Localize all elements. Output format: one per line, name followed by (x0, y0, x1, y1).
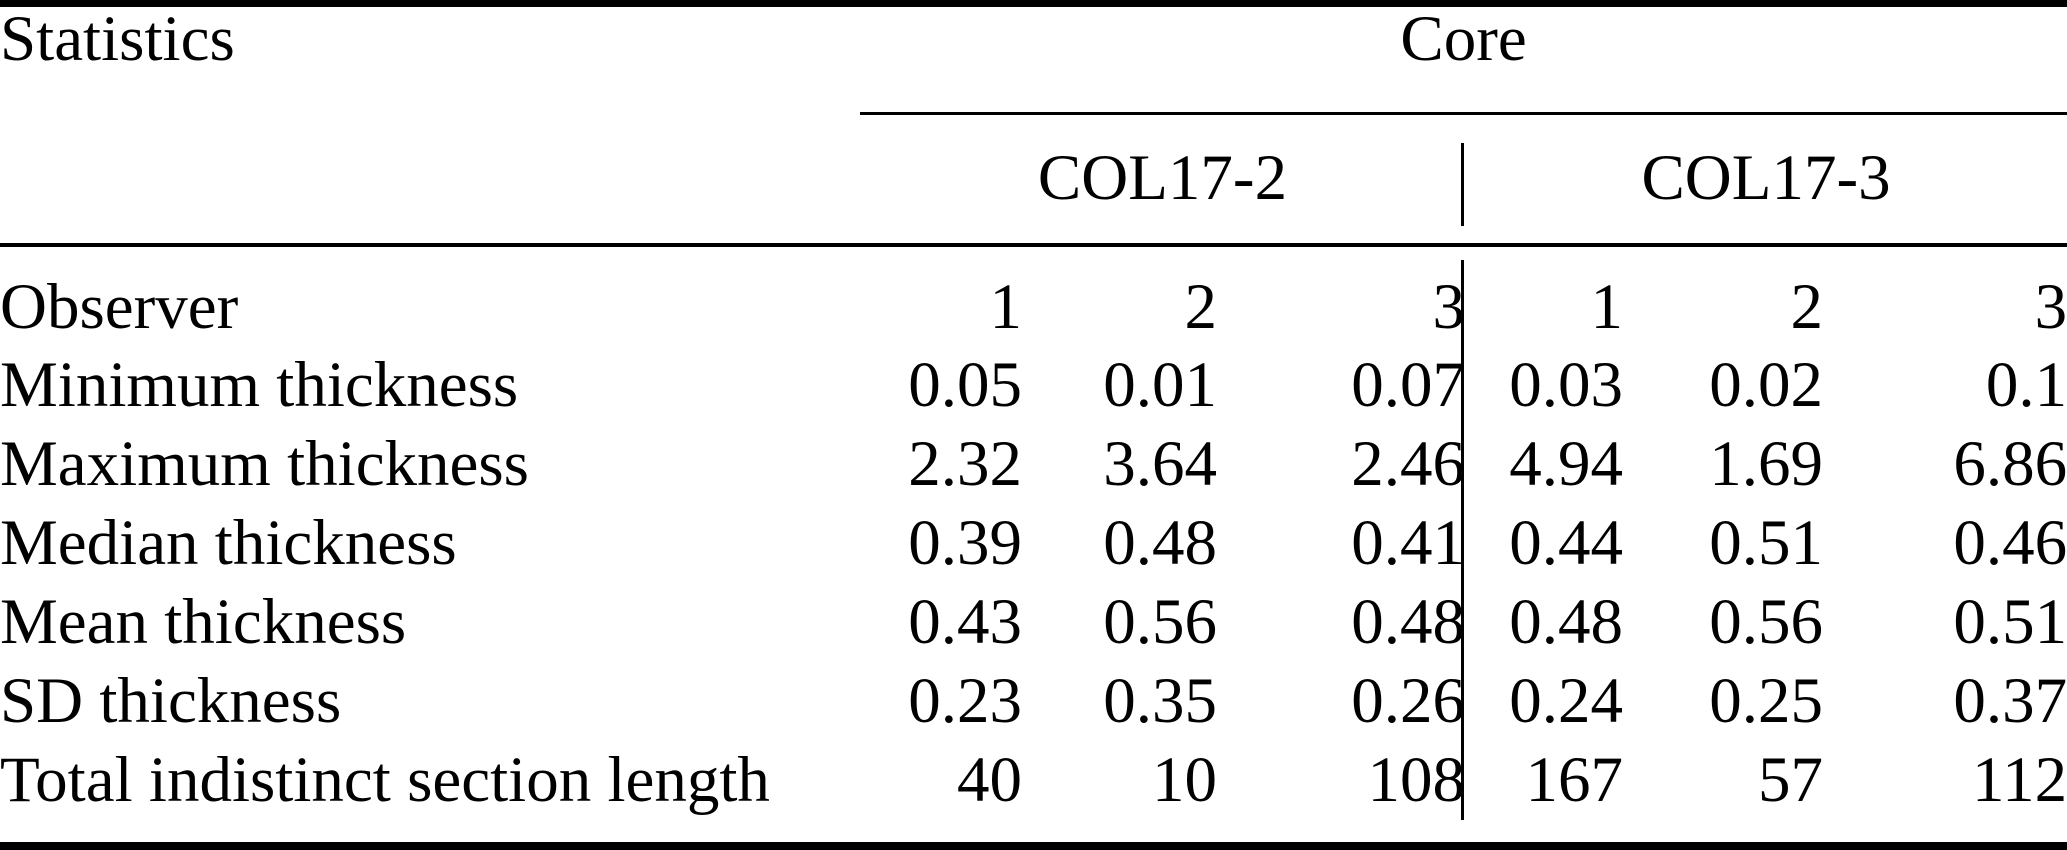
value-cell: 1.69 (1709, 428, 1823, 500)
value-cell: 0.03 (1509, 349, 1623, 421)
value-cell: 2.32 (908, 428, 1022, 500)
value-cell: 0.46 (1953, 507, 2067, 579)
value-cell: 1 (1590, 271, 1624, 343)
core-statistics-table: Statistics Core COL17-2 COL17-3 Observer… (0, 7, 2067, 820)
value-cell: 112 (1971, 744, 2067, 816)
value-cell: 0.25 (1709, 665, 1823, 737)
table-row: Maximum thickness 2.32 3.64 2.46 4.94 1.… (0, 425, 2067, 504)
table-row: SD thickness 0.23 0.35 0.26 0.24 0.25 0.… (0, 662, 2067, 741)
value-cell: 0.02 (1709, 349, 1823, 421)
value-cell: 4.94 (1509, 428, 1623, 500)
value-cell: 0.05 (908, 349, 1022, 421)
value-cell: 3.64 (1103, 428, 1217, 500)
row-label: Mean thickness (0, 586, 407, 658)
value-cell: 1 (989, 271, 1023, 343)
table-row: Observer 1 2 3 1 2 3 (0, 245, 2067, 346)
row-label: SD thickness (0, 665, 342, 737)
row-label: Minimum thickness (0, 349, 519, 421)
value-cell: 10 (1152, 744, 1217, 816)
value-cell: 2 (1184, 271, 1218, 343)
value-cell: 0.48 (1509, 586, 1623, 658)
value-cell: 0.07 (1351, 349, 1465, 421)
value-cell: 0.43 (908, 586, 1022, 658)
value-cell: 0.56 (1709, 586, 1823, 658)
value-cell: 2.46 (1351, 428, 1465, 500)
value-cell: 0.1 (1985, 349, 2067, 421)
value-cell: 0.39 (908, 507, 1022, 579)
value-cell: 6.86 (1953, 428, 2067, 500)
value-cell: 3 (2034, 271, 2067, 343)
value-cell: 0.51 (1953, 586, 2067, 658)
table-row: Minimum thickness 0.05 0.01 0.07 0.03 0.… (0, 346, 2067, 425)
value-cell: 2 (1790, 271, 1824, 343)
value-cell: 167 (1525, 744, 1624, 816)
value-cell: 40 (957, 744, 1022, 816)
header-column-divider-rule (1461, 143, 1464, 226)
value-cell: 0.44 (1509, 507, 1623, 579)
subgroup-header-col17-2: COL17-2 (860, 113, 1465, 247)
value-cell: 0.26 (1351, 665, 1465, 737)
value-cell: 0.23 (908, 665, 1022, 737)
row-label: Total indistinct section length (0, 744, 770, 816)
value-cell: 108 (1367, 744, 1466, 816)
subgroup-header-col17-3: COL17-3 (1465, 113, 2067, 247)
table-row: Mean thickness 0.43 0.56 0.48 0.48 0.56 … (0, 583, 2067, 662)
value-cell: 0.24 (1509, 665, 1623, 737)
row-label: Observer (0, 271, 239, 343)
value-cell: 0.48 (1103, 507, 1217, 579)
row-label: Maximum thickness (0, 428, 529, 500)
value-cell: 0.48 (1351, 586, 1465, 658)
value-cell: 0.51 (1709, 507, 1823, 579)
value-cell: 3 (1432, 271, 1466, 343)
group-header-core: Core (860, 7, 2067, 115)
column-header-statistics: Statistics (0, 7, 860, 247)
body-column-divider-rule (1461, 260, 1464, 820)
value-cell: 57 (1758, 744, 1823, 816)
table-row: Total indistinct section length 40 10 10… (0, 741, 2067, 820)
value-cell: 0.56 (1103, 586, 1217, 658)
value-cell: 0.01 (1103, 349, 1217, 421)
table-row: Median thickness 0.39 0.48 0.41 0.44 0.5… (0, 504, 2067, 583)
value-cell: 0.37 (1953, 665, 2067, 737)
value-cell: 0.35 (1103, 665, 1217, 737)
row-label: Median thickness (0, 507, 457, 579)
value-cell: 0.41 (1351, 507, 1465, 579)
